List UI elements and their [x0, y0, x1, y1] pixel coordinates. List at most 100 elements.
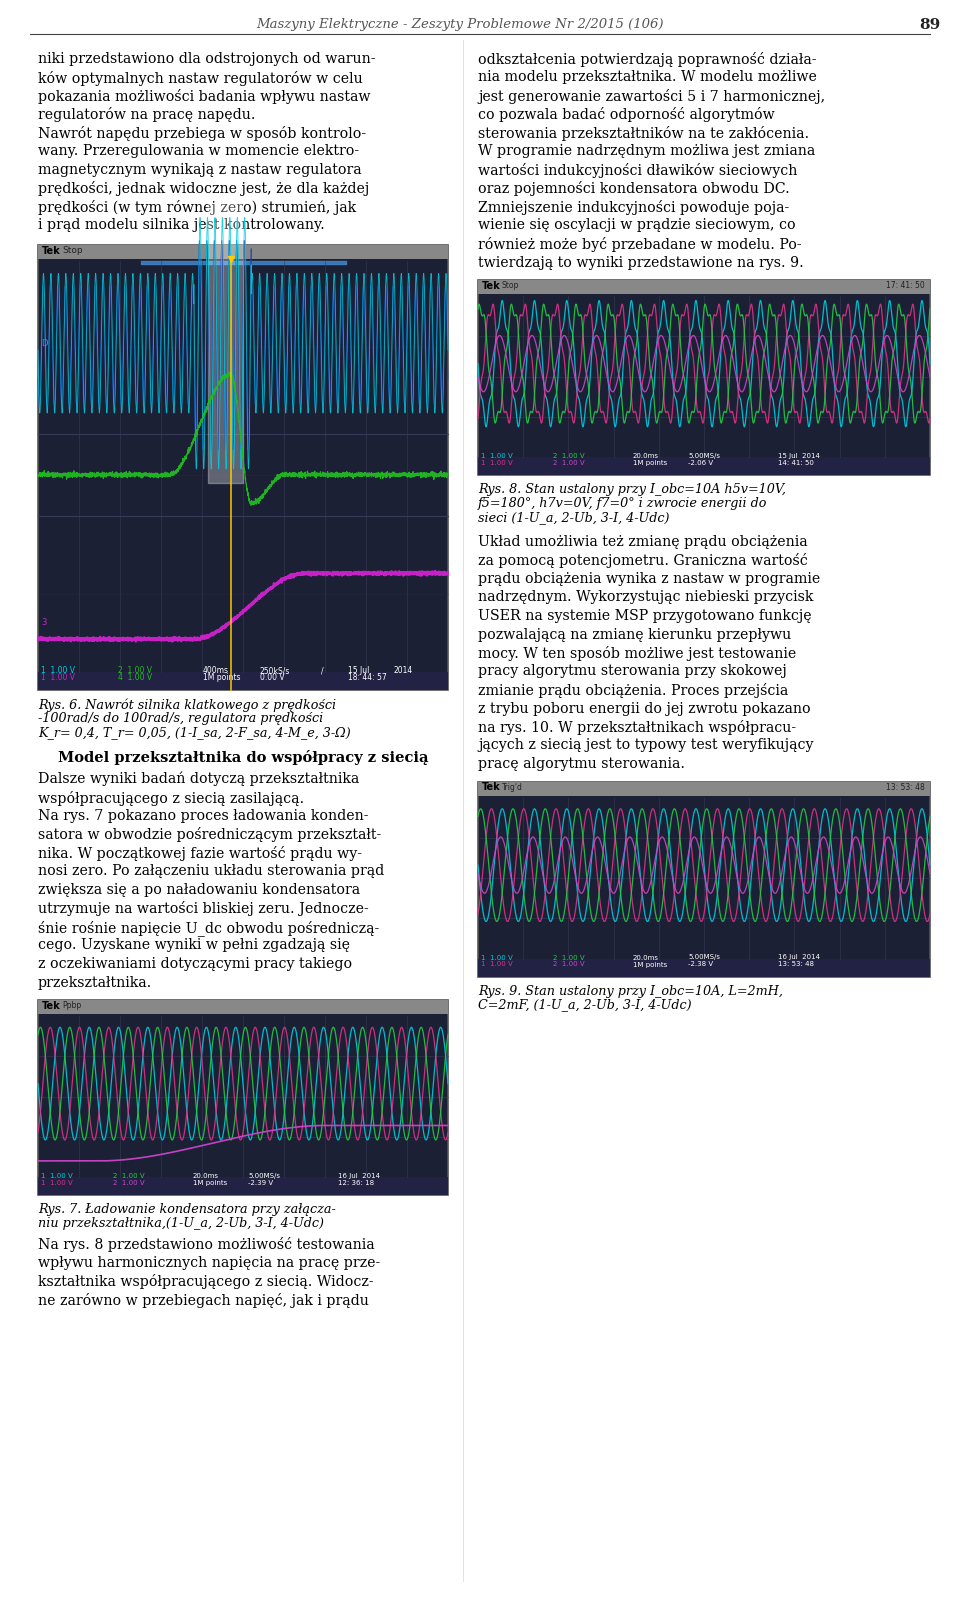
- Text: 250kS/s: 250kS/s: [260, 665, 290, 675]
- Text: 20.0ms: 20.0ms: [633, 453, 659, 459]
- Text: 16 Jul  2014: 16 Jul 2014: [338, 1173, 380, 1179]
- Text: kształtnika współpracującego z siecią. Widocz-: kształtnika współpracującego z siecią. W…: [38, 1274, 373, 1289]
- Bar: [478, 280, 930, 293]
- Text: 18: 44: 57: 18: 44: 57: [348, 673, 387, 681]
- Text: odkształcenia potwierdzają poprawność działa-: odkształcenia potwierdzają poprawność dz…: [478, 52, 817, 68]
- Text: 20.0ms: 20.0ms: [633, 954, 659, 960]
- Text: 3: 3: [41, 619, 46, 627]
- Text: zmianie prądu obciążenia. Proces przejścia: zmianie prądu obciążenia. Proces przejśc…: [478, 683, 788, 698]
- Bar: [38, 1178, 448, 1195]
- Bar: [38, 672, 448, 690]
- Text: 2  1.00 V: 2 1.00 V: [553, 453, 585, 459]
- Text: 2  1.00 V: 2 1.00 V: [553, 962, 585, 968]
- Text: oraz pojemności kondensatora obwodu DC.: oraz pojemności kondensatora obwodu DC.: [478, 182, 790, 197]
- Text: f5=180°, h7v=0V, f7=0° i zwrocie energii do: f5=180°, h7v=0V, f7=0° i zwrocie energii…: [478, 498, 767, 511]
- Text: D: D: [41, 338, 47, 348]
- Text: 5.00MS/s: 5.00MS/s: [688, 954, 720, 960]
- Text: 13: 53: 48: 13: 53: 48: [886, 783, 925, 791]
- Text: 1M points: 1M points: [633, 461, 667, 466]
- Text: niu przekształtnika,(1-U_a, 2-Ub, 3-I, 4-Udc): niu przekształtnika,(1-U_a, 2-Ub, 3-I, 4…: [38, 1216, 324, 1231]
- Bar: [478, 781, 930, 976]
- Text: niki przedstawiono dla odstrojonych od warun-: niki przedstawiono dla odstrojonych od w…: [38, 52, 375, 66]
- Text: 2014: 2014: [393, 665, 412, 675]
- Text: Rys. 7. Ładowanie kondensatora przy załącza-: Rys. 7. Ładowanie kondensatora przy załą…: [38, 1203, 336, 1216]
- Text: 2  1.00 V: 2 1.00 V: [113, 1179, 145, 1186]
- Text: 1  1.00 V: 1 1.00 V: [41, 665, 75, 675]
- Text: pokazania możliwości badania wpływu nastaw: pokazania możliwości badania wpływu nast…: [38, 89, 371, 105]
- Text: śnie rośnie napięcie U_dc obwodu pośredniczą-: śnie rośnie napięcie U_dc obwodu pośredn…: [38, 920, 379, 936]
- Text: -2.38 V: -2.38 V: [688, 962, 713, 968]
- Text: 2  1.00 V: 2 1.00 V: [118, 665, 152, 675]
- Bar: [478, 781, 930, 796]
- Text: 2  1.00 V: 2 1.00 V: [113, 1173, 145, 1179]
- Text: Trig'd: Trig'd: [502, 783, 523, 791]
- Text: prądu obciążenia wynika z nastaw w programie: prądu obciążenia wynika z nastaw w progr…: [478, 572, 820, 586]
- Text: 1  1.00 V: 1 1.00 V: [481, 954, 513, 960]
- Text: nadrzędnym. Wykorzystując niebieski przycisk: nadrzędnym. Wykorzystując niebieski przy…: [478, 591, 813, 604]
- Text: Tek: Tek: [42, 246, 60, 256]
- Text: Rys. 8. Stan ustalony przy I_obc=10A h5v=10V,: Rys. 8. Stan ustalony przy I_obc=10A h5v…: [478, 483, 786, 496]
- Bar: [38, 245, 448, 259]
- Text: 1  1.00 V: 1 1.00 V: [481, 461, 513, 466]
- Text: Ppbp: Ppbp: [62, 1000, 82, 1010]
- Text: pozwalającą na zmianę kierunku przepływu: pozwalającą na zmianę kierunku przepływu: [478, 628, 791, 641]
- Text: prędkości, jednak widoczne jest, że dla każdej: prędkości, jednak widoczne jest, że dla …: [38, 182, 370, 197]
- Text: 14: 41: 50: 14: 41: 50: [778, 461, 814, 466]
- Text: twierdzają to wyniki przedstawione na rys. 9.: twierdzają to wyniki przedstawione na ry…: [478, 256, 804, 269]
- Text: Rys. 6. Nawrót silnika klatkowego z prędkości: Rys. 6. Nawrót silnika klatkowego z pręd…: [38, 698, 336, 712]
- Text: 0.00 V: 0.00 V: [260, 673, 284, 681]
- Text: za pomocą potencjometru. Graniczna wartość: za pomocą potencjometru. Graniczna warto…: [478, 554, 807, 569]
- Text: z trybu poboru energii do jej zwrotu pokazano: z trybu poboru energii do jej zwrotu pok…: [478, 701, 810, 715]
- Text: co pozwala badać odporność algorytmów: co pozwala badać odporność algorytmów: [478, 108, 775, 122]
- Bar: [478, 959, 930, 976]
- Text: 20.0ms: 20.0ms: [193, 1173, 219, 1179]
- Bar: [38, 1000, 448, 1195]
- Text: jących z siecią jest to typowy test weryfikujący: jących z siecią jest to typowy test wery…: [478, 738, 813, 752]
- Text: Na rys. 7 pokazano proces ładowania konden-: Na rys. 7 pokazano proces ładowania kond…: [38, 809, 369, 823]
- Text: cego. Uzyskane wyniki w pełni zgadzają się: cego. Uzyskane wyniki w pełni zgadzają s…: [38, 939, 350, 952]
- Text: utrzymuje na wartości bliskiej zeru. Jednocze-: utrzymuje na wartości bliskiej zeru. Jed…: [38, 902, 369, 917]
- Text: pracy algorytmu sterowania przy skokowej: pracy algorytmu sterowania przy skokowej: [478, 664, 787, 678]
- Text: Stop: Stop: [502, 280, 519, 290]
- Text: nosi zero. Po załączeniu układu sterowania prąd: nosi zero. Po załączeniu układu sterowan…: [38, 865, 384, 878]
- Text: mocy. W ten sposób możliwe jest testowanie: mocy. W ten sposób możliwe jest testowan…: [478, 646, 796, 661]
- Text: 13: 53: 48: 13: 53: 48: [778, 962, 814, 968]
- Text: 5.00MS/s: 5.00MS/s: [248, 1173, 280, 1179]
- Text: W programie nadrzędnym możliwa jest zmiana: W programie nadrzędnym możliwa jest zmia…: [478, 145, 815, 158]
- Text: 1  1.00 V: 1 1.00 V: [41, 673, 75, 681]
- Text: z oczekiwaniami dotyczącymi pracy takiego: z oczekiwaniami dotyczącymi pracy takieg…: [38, 957, 352, 971]
- Text: /: /: [321, 665, 324, 675]
- Text: zwiększa się a po naładowaniu kondensatora: zwiększa się a po naładowaniu kondensato…: [38, 883, 360, 897]
- Text: wartości indukcyjności dławików sieciowych: wartości indukcyjności dławików sieciowy…: [478, 163, 798, 177]
- Text: Tek: Tek: [482, 280, 501, 292]
- Text: Stop: Stop: [62, 246, 83, 255]
- Text: 2  1.00 V: 2 1.00 V: [553, 461, 585, 466]
- Text: 400ms: 400ms: [203, 665, 229, 675]
- Text: -2.06 V: -2.06 V: [688, 461, 713, 466]
- Text: wany. Przeregulowania w momencie elektro-: wany. Przeregulowania w momencie elektro…: [38, 145, 359, 158]
- Text: 1M points: 1M points: [203, 673, 241, 681]
- Text: pracę algorytmu sterowania.: pracę algorytmu sterowania.: [478, 757, 685, 772]
- Text: Nawrót napędu przebiega w sposób kontrolo-: Nawrót napędu przebiega w sposób kontrol…: [38, 126, 366, 142]
- Text: Układ umożliwia też zmianę prądu obciążenia: Układ umożliwia też zmianę prądu obciąże…: [478, 535, 807, 549]
- Text: sieci (1-U_a, 2-Ub, 3-I, 4-Udc): sieci (1-U_a, 2-Ub, 3-I, 4-Udc): [478, 511, 669, 524]
- Text: na rys. 10. W przekształtnikach współpracu-: na rys. 10. W przekształtnikach współpra…: [478, 720, 796, 735]
- Text: 15 Jul  2014: 15 Jul 2014: [778, 453, 820, 459]
- Text: Rys. 9. Stan ustalony przy I_obc=10A, L=2mH,: Rys. 9. Stan ustalony przy I_obc=10A, L=…: [478, 984, 782, 997]
- Text: nika. W początkowej fazie wartość prądu wy-: nika. W początkowej fazie wartość prądu …: [38, 846, 362, 860]
- Text: 1  1.00 V: 1 1.00 V: [41, 1173, 73, 1179]
- Text: Na rys. 8 przedstawiono możliwość testowania: Na rys. 8 przedstawiono możliwość testow…: [38, 1237, 374, 1252]
- Text: jest generowanie zawartości 5 i 7 harmonicznej,: jest generowanie zawartości 5 i 7 harmon…: [478, 89, 826, 105]
- Text: 12: 36: 18: 12: 36: 18: [338, 1179, 374, 1186]
- Text: i prąd modelu silnika jest kontrolowany.: i prąd modelu silnika jest kontrolowany.: [38, 219, 324, 232]
- Text: 1  1.00 V: 1 1.00 V: [41, 1179, 73, 1186]
- Text: magnetycznym wynikają z nastaw regulatora: magnetycznym wynikają z nastaw regulator…: [38, 163, 362, 177]
- Text: nia modelu przekształtnika. W modelu możliwe: nia modelu przekształtnika. W modelu moż…: [478, 71, 817, 84]
- Text: wienie się oscylacji w prądzie sieciowym, co: wienie się oscylacji w prądzie sieciowym…: [478, 219, 796, 232]
- Text: wpływu harmonicznych napięcia na pracę prze-: wpływu harmonicznych napięcia na pracę p…: [38, 1255, 380, 1269]
- Text: 1  1.00 V: 1 1.00 V: [481, 453, 513, 459]
- Text: 5.00MS/s: 5.00MS/s: [688, 453, 720, 459]
- Text: ne zarówno w przebiegach napięć, jak i prądu: ne zarówno w przebiegach napięć, jak i p…: [38, 1292, 369, 1308]
- Text: również może być przebadane w modelu. Po-: również może być przebadane w modelu. Po…: [478, 237, 802, 251]
- Text: Zmniejszenie indukcyjności powoduje poja-: Zmniejszenie indukcyjności powoduje poja…: [478, 200, 789, 214]
